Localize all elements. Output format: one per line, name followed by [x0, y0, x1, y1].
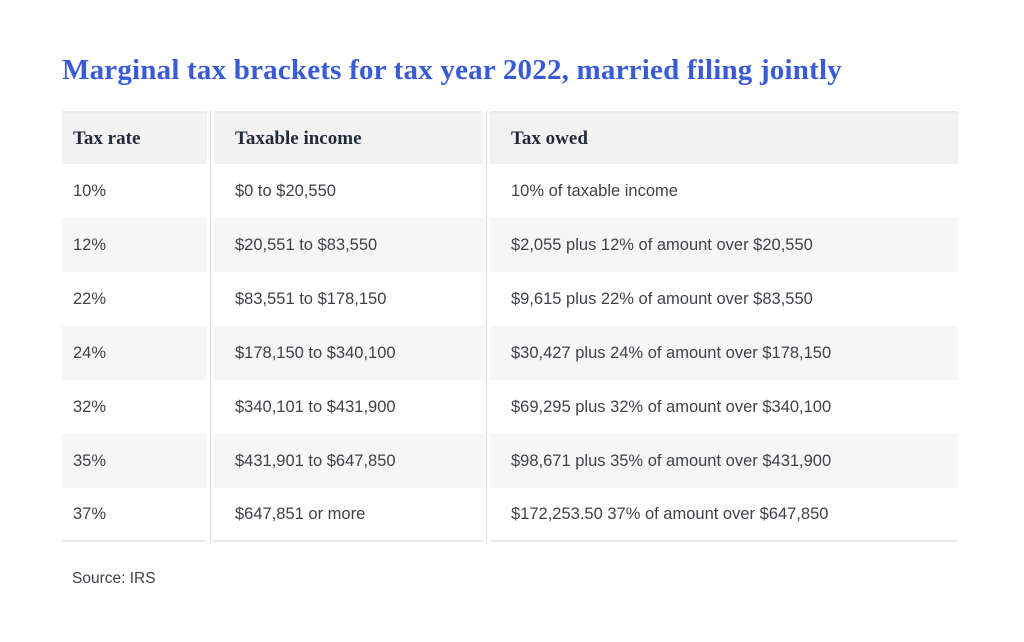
cell-tax-owed: $30,427 plus 24% of amount over $178,150 — [490, 326, 958, 380]
header-cell-tax-rate: Tax rate — [62, 111, 207, 164]
column-divider — [207, 164, 214, 218]
cell-tax-owed: $2,055 plus 12% of amount over $20,550 — [490, 218, 958, 272]
column-divider — [483, 488, 490, 542]
table-row: 12% $20,551 to $83,550 $2,055 plus 12% o… — [62, 218, 958, 272]
cell-taxable-income: $83,551 to $178,150 — [214, 272, 483, 326]
cell-taxable-income: $340,101 to $431,900 — [214, 380, 483, 434]
table-row: 35% $431,901 to $647,850 $98,671 plus 35… — [62, 434, 958, 488]
tax-brackets-table: Tax rate Taxable income Tax owed 10% $0 … — [62, 111, 958, 542]
page: Marginal tax brackets for tax year 2022,… — [62, 54, 958, 587]
cell-taxable-income: $0 to $20,550 — [214, 164, 483, 218]
header-cell-tax-owed: Tax owed — [490, 111, 958, 164]
table-row: 37% $647,851 or more $172,253.50 37% of … — [62, 488, 958, 542]
column-divider — [207, 272, 214, 326]
table-row: 10% $0 to $20,550 10% of taxable income — [62, 164, 958, 218]
cell-tax-rate: 24% — [62, 326, 207, 380]
column-divider — [483, 326, 490, 380]
column-divider — [207, 218, 214, 272]
column-divider — [207, 488, 214, 542]
table-header-row: Tax rate Taxable income Tax owed — [62, 111, 958, 164]
cell-tax-owed: $9,615 plus 22% of amount over $83,550 — [490, 272, 958, 326]
column-divider — [483, 164, 490, 218]
cell-tax-rate: 37% — [62, 488, 207, 542]
cell-tax-rate: 32% — [62, 380, 207, 434]
cell-tax-rate: 12% — [62, 218, 207, 272]
cell-tax-rate: 22% — [62, 272, 207, 326]
cell-tax-owed: $172,253.50 37% of amount over $647,850 — [490, 488, 958, 542]
cell-taxable-income: $20,551 to $83,550 — [214, 218, 483, 272]
cell-tax-owed: $98,671 plus 35% of amount over $431,900 — [490, 434, 958, 488]
header-cell-taxable-income: Taxable income — [214, 111, 483, 164]
cell-taxable-income: $647,851 or more — [214, 488, 483, 542]
column-divider — [483, 380, 490, 434]
cell-tax-owed: $69,295 plus 32% of amount over $340,100 — [490, 380, 958, 434]
column-divider — [207, 111, 214, 164]
column-divider — [207, 434, 214, 488]
column-divider — [483, 218, 490, 272]
cell-taxable-income: $431,901 to $647,850 — [214, 434, 483, 488]
column-divider — [207, 380, 214, 434]
table-row: 22% $83,551 to $178,150 $9,615 plus 22% … — [62, 272, 958, 326]
cell-tax-owed: 10% of taxable income — [490, 164, 958, 218]
table-row: 32% $340,101 to $431,900 $69,295 plus 32… — [62, 380, 958, 434]
table-body: 10% $0 to $20,550 10% of taxable income … — [62, 164, 958, 542]
column-divider — [483, 111, 490, 164]
page-title: Marginal tax brackets for tax year 2022,… — [62, 54, 842, 86]
column-divider — [483, 434, 490, 488]
cell-tax-rate: 10% — [62, 164, 207, 218]
cell-tax-rate: 35% — [62, 434, 207, 488]
table-row: 24% $178,150 to $340,100 $30,427 plus 24… — [62, 326, 958, 380]
column-divider — [483, 272, 490, 326]
column-divider — [207, 326, 214, 380]
cell-taxable-income: $178,150 to $340,100 — [214, 326, 483, 380]
source-note: Source: IRS — [72, 570, 156, 587]
